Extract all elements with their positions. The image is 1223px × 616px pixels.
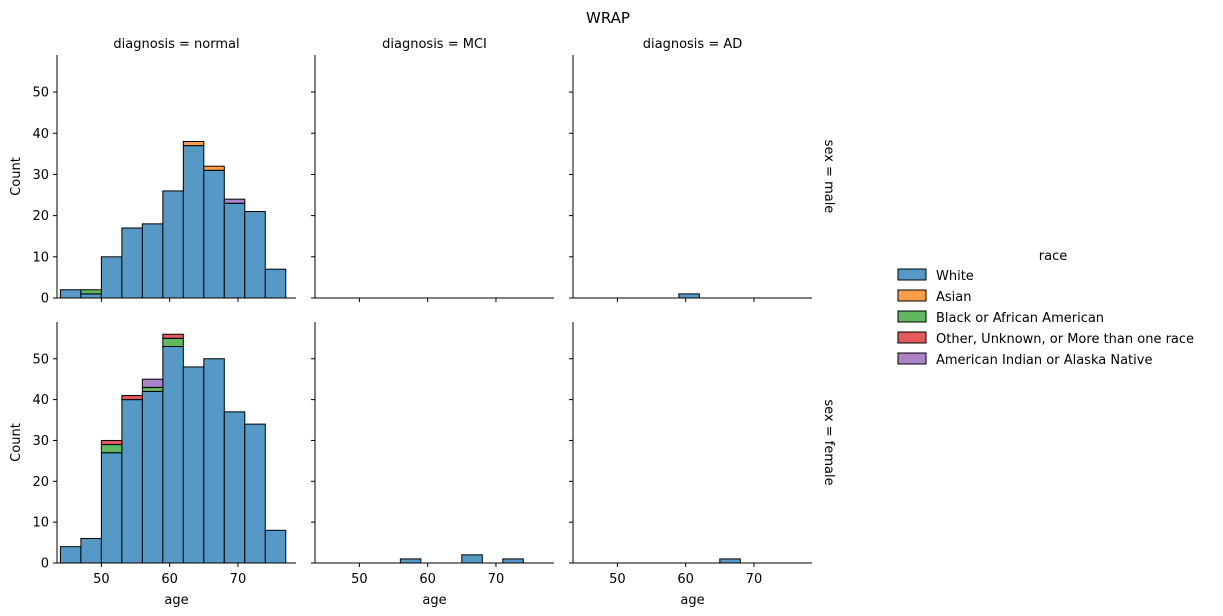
facet-panel-r0-c2: diagnosis = AD sex = male <box>569 37 836 302</box>
y-tick-label: 20 <box>32 209 49 224</box>
legend-swatch <box>897 289 927 302</box>
histogram-bar <box>719 558 741 564</box>
x-axis-label: age <box>680 593 704 608</box>
legend-swatch <box>897 331 927 344</box>
facet-panel-r0-c0: 0 10 20 30 40 50 diagnosis = normal Count <box>9 37 296 307</box>
facet-row-title: sex = male <box>821 140 836 214</box>
histogram-bar <box>223 198 246 204</box>
x-axis-label: age <box>164 593 188 608</box>
facet-row-title: sex = female <box>821 399 836 485</box>
histogram-bar <box>264 268 287 299</box>
histogram-bar <box>141 378 164 388</box>
histogram-bar <box>203 169 225 299</box>
legend-swatch <box>897 310 927 323</box>
facet-column-title: diagnosis = MCI <box>382 37 487 52</box>
chart-title: WRAP <box>586 9 630 27</box>
x-tick-label: 70 <box>746 572 763 587</box>
histogram-bar <box>100 452 123 564</box>
facet-panel-r1-c0: 0 10 20 30 40 50 50 60 70 Count age <box>9 322 296 608</box>
histogram-bar <box>100 256 123 299</box>
histogram-bar <box>162 337 184 348</box>
histogram-bar <box>121 399 143 564</box>
histogram-bar <box>121 227 143 299</box>
y-tick-label: 50 <box>32 352 49 367</box>
y-axis-label: Count <box>9 157 24 196</box>
y-tick-label: 50 <box>32 86 49 101</box>
y-tick-label: 40 <box>32 127 49 142</box>
x-tick-label: 60 <box>161 572 178 587</box>
histogram-bar <box>141 390 164 564</box>
x-tick-label: 50 <box>93 572 110 587</box>
y-tick-label: 10 <box>32 516 49 531</box>
y-tick-label: 20 <box>32 475 49 490</box>
x-axis-label: age <box>422 593 446 608</box>
legend-entry-label: Other, Unknown, or More than one race <box>936 332 1194 347</box>
facet-column-title: diagnosis = AD <box>643 37 743 52</box>
histogram-bar <box>461 554 483 564</box>
y-axis-label: Count <box>9 423 24 462</box>
histogram-bar <box>502 558 524 564</box>
histogram-bar <box>162 346 184 564</box>
legend-swatch <box>897 268 927 281</box>
legend-entry-label: Asian <box>936 290 971 305</box>
legend-entry-label: Black or African American <box>936 311 1104 326</box>
x-tick-label: 70 <box>488 572 505 587</box>
histogram-bar <box>100 444 123 454</box>
histogram-bar <box>80 293 102 299</box>
y-tick-label: 0 <box>41 292 49 307</box>
histogram-bar <box>141 223 164 299</box>
x-tick-label: 70 <box>230 572 247 587</box>
histogram-bar <box>182 366 205 564</box>
x-tick-label: 60 <box>677 572 694 587</box>
legend-swatch <box>897 352 927 365</box>
y-tick-label: 30 <box>32 434 49 449</box>
histogram-bar <box>244 211 266 299</box>
histogram-bar <box>121 395 143 401</box>
legend-title: race <box>1039 249 1067 264</box>
facet-panel-r0-c1: diagnosis = MCI <box>311 37 554 302</box>
histogram-bar <box>264 529 287 564</box>
legend-entry-label: White <box>936 269 974 284</box>
facet-grid: 0 10 20 30 40 50 diagnosis = normal Count diagno… <box>9 37 836 608</box>
y-tick-label: 40 <box>32 393 49 408</box>
histogram-bar <box>203 165 225 171</box>
histogram-bar <box>80 289 102 295</box>
histogram-bar <box>59 289 82 299</box>
facet-column-title: diagnosis = normal <box>113 37 239 52</box>
y-tick-label: 10 <box>32 250 49 265</box>
y-tick-label: 30 <box>32 168 49 183</box>
histogram-bar <box>100 439 123 446</box>
y-tick-label: 0 <box>41 557 49 572</box>
histogram-bar <box>182 140 205 147</box>
legend-entries: White Asian Black or African American Other… <box>897 268 1194 368</box>
histogram-bar <box>80 537 102 564</box>
facet-panel-r1-c2: 50 60 70 sex = female age <box>569 322 836 608</box>
histogram-bar <box>59 546 82 564</box>
histogram-bar <box>162 190 184 299</box>
histogram-bar <box>141 386 164 392</box>
histogram-bar <box>182 145 205 299</box>
x-tick-label: 50 <box>351 572 368 587</box>
histogram-bar <box>223 411 246 564</box>
facet-panel-r1-c1: 50 60 70 age <box>311 322 554 608</box>
legend-entry-label: American Indian or Alaska Native <box>936 353 1152 368</box>
legend: race White Asian Black or African American… <box>897 249 1194 368</box>
histogram-bar <box>223 202 246 299</box>
histogram-bar <box>678 293 700 299</box>
histogram-bar <box>244 423 266 564</box>
x-tick-label: 60 <box>419 572 436 587</box>
histogram-bar <box>203 358 225 564</box>
histogram-bar <box>399 558 422 564</box>
histogram-bar <box>162 333 184 339</box>
x-tick-label: 50 <box>609 572 626 587</box>
